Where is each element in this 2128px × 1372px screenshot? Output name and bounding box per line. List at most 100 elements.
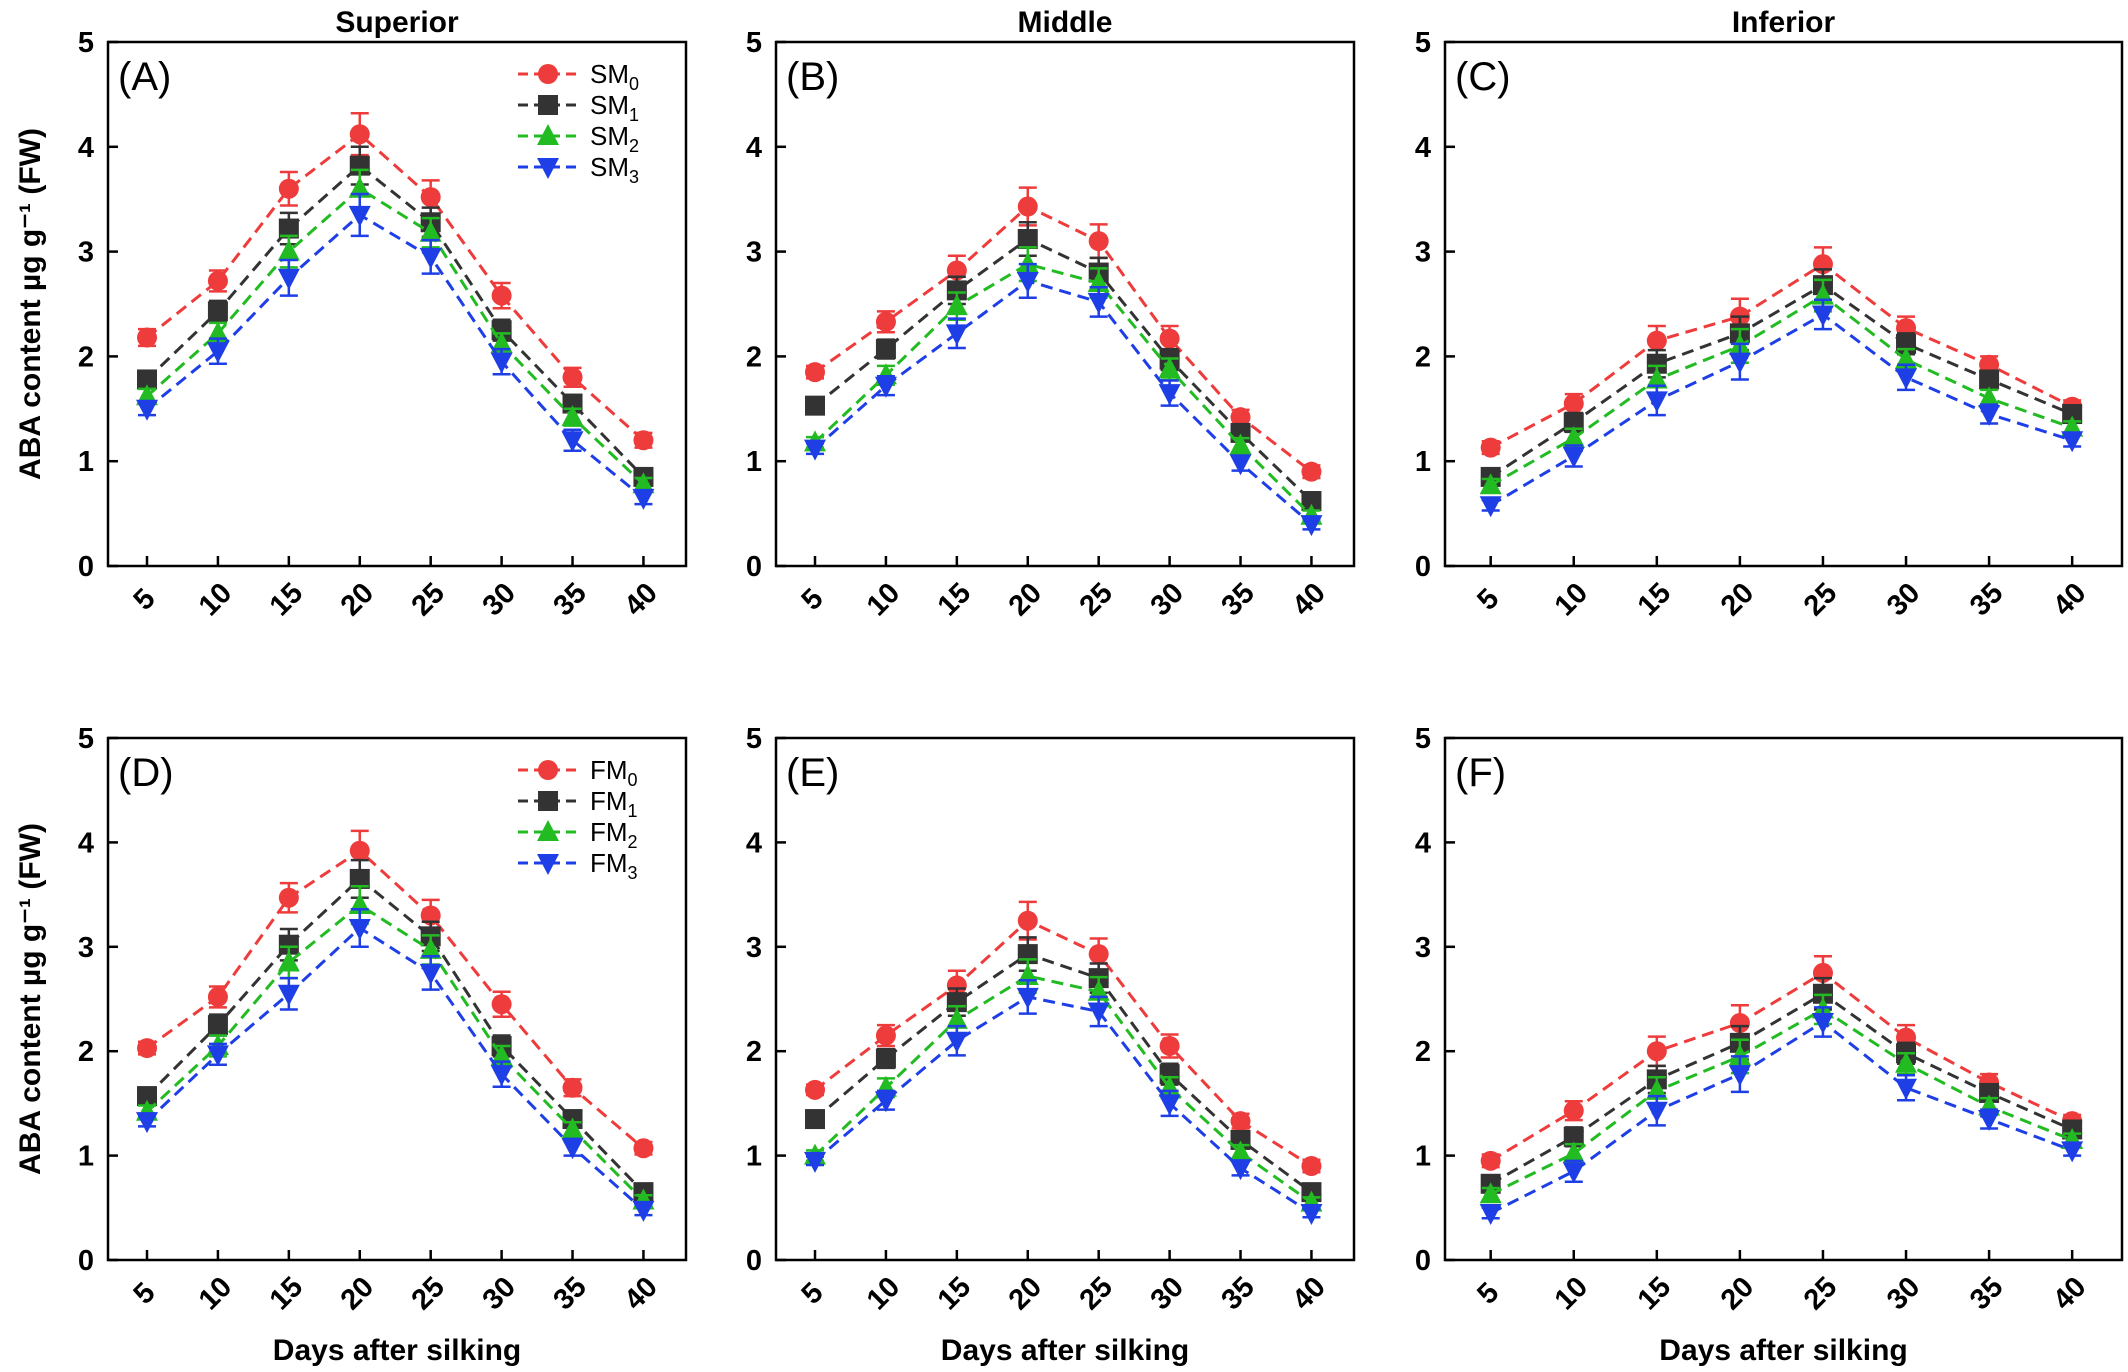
y-tick-label: 5 bbox=[746, 723, 762, 755]
data-point bbox=[1229, 433, 1252, 455]
data-point bbox=[561, 1138, 584, 1160]
data-point bbox=[1301, 491, 1322, 512]
data-point bbox=[632, 472, 655, 494]
data-point bbox=[1229, 454, 1252, 476]
data-point bbox=[419, 220, 442, 242]
data-point bbox=[1562, 426, 1585, 448]
data-point bbox=[1979, 369, 2000, 390]
data-point bbox=[1229, 1140, 1252, 1162]
x-tick-label: 5 bbox=[1471, 583, 1505, 617]
y-tick-label: 2 bbox=[1415, 1036, 1431, 1068]
x-tick-label: 10 bbox=[1549, 577, 1594, 622]
series-sm3 bbox=[1479, 298, 2084, 518]
data-point bbox=[1645, 1078, 1668, 1100]
data-point bbox=[1562, 1141, 1585, 1163]
data-point bbox=[633, 1138, 654, 1159]
series-fm2 bbox=[804, 958, 1323, 1212]
y-tick-label: 0 bbox=[746, 1245, 762, 1277]
data-point bbox=[874, 376, 897, 398]
chart-panel-2: 0 1 2 3 4 5 5 10 15 20 25 30 35 40 (B) Middle bbox=[746, 6, 1356, 622]
x-tick-label: 5 bbox=[796, 1277, 830, 1311]
y-tick-label: 5 bbox=[746, 27, 762, 59]
data-point bbox=[419, 247, 442, 269]
series-sm3 bbox=[136, 192, 655, 510]
data-point bbox=[349, 840, 370, 861]
data-point bbox=[1563, 1100, 1584, 1121]
x-tick-label: 5 bbox=[796, 583, 830, 617]
series-line bbox=[146, 213, 645, 500]
data-point bbox=[136, 399, 159, 421]
y-tick-label: 2 bbox=[1415, 341, 1431, 373]
x-tick-label: 10 bbox=[193, 577, 238, 622]
data-point bbox=[1301, 1156, 1322, 1177]
x-tick-label: 30 bbox=[477, 577, 522, 622]
data-point bbox=[278, 887, 299, 908]
data-point bbox=[1978, 405, 2001, 427]
legend-label: SM1 bbox=[590, 90, 639, 125]
y-tick-label: 3 bbox=[78, 932, 94, 964]
y-tick-label: 5 bbox=[1415, 723, 1431, 755]
data-point bbox=[1811, 1012, 1834, 1034]
data-point bbox=[2061, 1141, 2084, 1163]
legend-label: FM0 bbox=[590, 755, 638, 790]
x-tick-label: 15 bbox=[264, 577, 309, 622]
series-line bbox=[1490, 1007, 2073, 1196]
x-tick-label: 20 bbox=[335, 577, 380, 622]
data-point bbox=[1562, 446, 1585, 468]
series-line bbox=[146, 848, 645, 1150]
x-tick-label: 5 bbox=[128, 583, 162, 617]
series-line bbox=[813, 262, 1313, 517]
data-point bbox=[136, 1112, 159, 1134]
y-tick-label: 1 bbox=[78, 446, 94, 478]
data-point bbox=[875, 1048, 896, 1069]
x-tick-label: 40 bbox=[618, 1271, 663, 1316]
y-tick-label: 2 bbox=[78, 1036, 94, 1068]
series-fm3 bbox=[1479, 1006, 2084, 1226]
chart-panel-6: 0 1 2 3 4 5 5 10 15 20 25 30 35 40 (F) Days after silki… bbox=[1415, 723, 2124, 1367]
panel-title: Middle bbox=[1018, 6, 1113, 39]
x-tick-label: 30 bbox=[1145, 577, 1190, 622]
y-tick-label: 5 bbox=[78, 723, 94, 755]
data-point bbox=[1300, 515, 1323, 537]
data-point bbox=[1301, 461, 1322, 482]
x-tick-label: 25 bbox=[1074, 1271, 1119, 1316]
series-line bbox=[814, 279, 1313, 526]
x-tick-label: 25 bbox=[406, 1271, 451, 1316]
series-line bbox=[145, 163, 645, 478]
data-point bbox=[1978, 1110, 2001, 1132]
legend-label: SM2 bbox=[590, 121, 639, 156]
data-point bbox=[1479, 1182, 1502, 1204]
data-point bbox=[875, 1025, 896, 1046]
data-point bbox=[633, 430, 654, 451]
data-point bbox=[946, 280, 967, 301]
x-tick-label: 15 bbox=[932, 1271, 977, 1316]
data-point bbox=[561, 405, 584, 427]
series-fm3 bbox=[804, 978, 1323, 1226]
data-point bbox=[1479, 473, 1502, 495]
y-tick-label: 0 bbox=[78, 551, 94, 583]
x-tick-label: 20 bbox=[1715, 577, 1760, 622]
data-point bbox=[1300, 1204, 1323, 1226]
series-fm0 bbox=[805, 900, 1322, 1177]
data-point bbox=[1017, 229, 1038, 250]
y-axis-title: ABA content µg g⁻¹ (FW) bbox=[14, 128, 47, 480]
data-point bbox=[1087, 1002, 1110, 1024]
data-point bbox=[1229, 1159, 1252, 1181]
panel-title: Superior bbox=[335, 6, 459, 39]
x-tick-label: 20 bbox=[1003, 1271, 1048, 1316]
data-point bbox=[277, 268, 300, 290]
data-point bbox=[1159, 328, 1180, 349]
data-point bbox=[207, 986, 228, 1007]
legend-label: FM3 bbox=[590, 848, 638, 883]
data-point bbox=[1016, 271, 1039, 293]
data-point bbox=[805, 362, 826, 383]
data-point bbox=[875, 311, 896, 332]
data-point bbox=[945, 294, 968, 316]
x-tick-label: 40 bbox=[1286, 577, 1331, 622]
series-line bbox=[1489, 262, 2073, 449]
data-point bbox=[278, 218, 299, 239]
legend-marker bbox=[538, 791, 558, 811]
y-axis-title: ABA content µg g⁻¹ (FW) bbox=[14, 823, 47, 1175]
plot-frame bbox=[1443, 40, 2124, 568]
